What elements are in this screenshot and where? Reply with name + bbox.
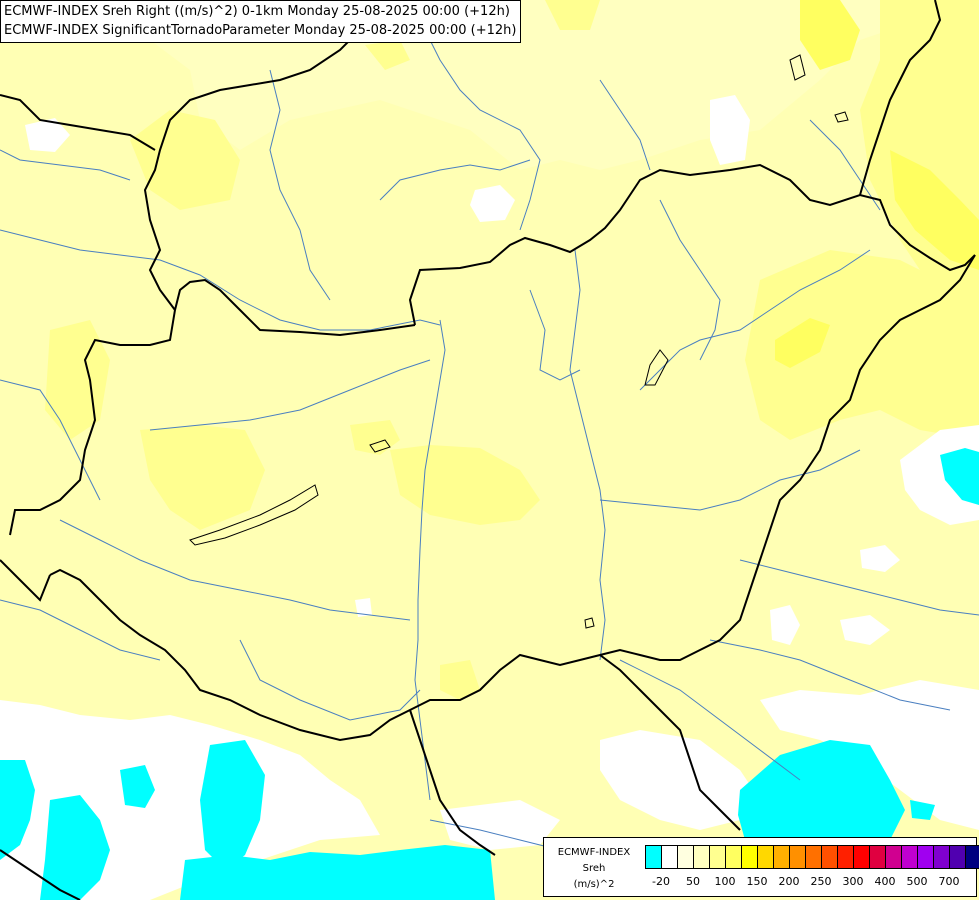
legend-swatches bbox=[645, 845, 979, 869]
legend-swatch bbox=[966, 846, 979, 868]
legend-swatch bbox=[694, 846, 710, 868]
legend-swatch bbox=[886, 846, 902, 868]
sreh-yellow-strong bbox=[775, 0, 979, 368]
legend-tick-label: 400 bbox=[874, 875, 896, 888]
legend-swatch bbox=[950, 846, 966, 868]
legend-tick-label: 200 bbox=[778, 875, 800, 888]
map-title-box: ECMWF-INDEX Sreh Right ((m/s)^2) 0-1km M… bbox=[0, 0, 522, 43]
legend-tick-label: 300 bbox=[842, 875, 864, 888]
legend-swatch bbox=[710, 846, 726, 868]
legend-tick-label: 50 bbox=[686, 875, 700, 888]
legend-swatch bbox=[758, 846, 774, 868]
legend-tick-label: 700 bbox=[938, 875, 960, 888]
legend-swatch bbox=[726, 846, 742, 868]
legend-unit: (m/s)^2 bbox=[573, 879, 615, 890]
legend-swatch bbox=[806, 846, 822, 868]
legend-name: ECMWF-INDEX bbox=[557, 847, 631, 858]
legend-swatch bbox=[774, 846, 790, 868]
legend-swatch bbox=[870, 846, 886, 868]
legend-swatch bbox=[646, 846, 662, 868]
map-title-line1: ECMWF-INDEX Sreh Right ((m/s)^2) 0-1km M… bbox=[4, 4, 510, 19]
legend-tick-label: 500 bbox=[906, 875, 928, 888]
legend-swatch bbox=[838, 846, 854, 868]
map-title-line2: ECMWF-INDEX SignificantTornadoParameter … bbox=[4, 23, 517, 38]
legend-swatch bbox=[822, 846, 838, 868]
legend-tick-label: 150 bbox=[746, 875, 768, 888]
legend-tick-label: -20 bbox=[652, 875, 670, 888]
legend-swatch bbox=[854, 846, 870, 868]
legend-swatch bbox=[918, 846, 934, 868]
legend-swatch bbox=[662, 846, 678, 868]
legend-swatch bbox=[678, 846, 694, 868]
legend-swatch bbox=[934, 846, 950, 868]
color-legend: ECMWF-INDEX Sreh (m/s)^2 -20 50 100 150 200 2… bbox=[543, 837, 979, 897]
lake-outlines bbox=[189, 54, 849, 629]
legend-swatch bbox=[790, 846, 806, 868]
legend-tick-label: 100 bbox=[714, 875, 736, 888]
legend-tick-label: 250 bbox=[810, 875, 832, 888]
legend-variable: Sreh bbox=[582, 863, 606, 874]
legend-swatch bbox=[902, 846, 918, 868]
legend-swatch bbox=[742, 846, 758, 868]
